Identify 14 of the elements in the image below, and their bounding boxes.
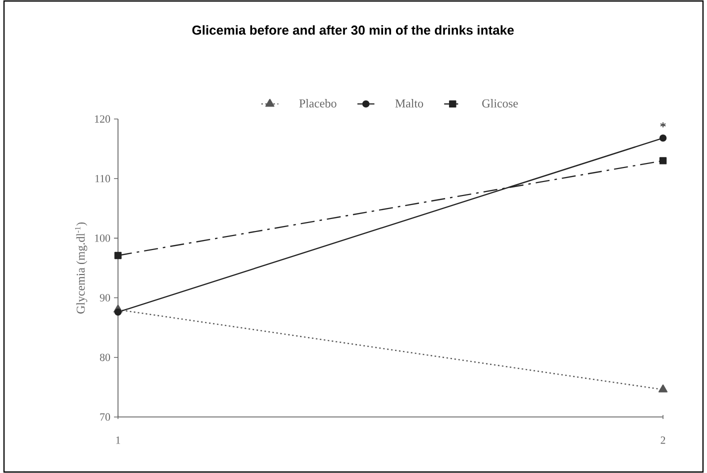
annotation: *	[660, 122, 666, 128]
y-tick-label: 80	[100, 354, 110, 362]
legend-label: Glicose	[482, 99, 518, 108]
y-tick-label: 110	[95, 174, 110, 182]
y-tick-label: 100	[95, 234, 110, 242]
y-axis-title: Glycemia (mg.dl$^{-1}$)	[75, 222, 88, 314]
x-tick-label: 1	[116, 436, 120, 444]
legend-label: Placebo	[299, 99, 336, 108]
y-tick-label: 70	[100, 413, 110, 421]
chart-title: Glicemia before and after 30 min of the drinks intake	[192, 25, 514, 35]
y-tick-label: 90	[100, 294, 110, 302]
x-tick-label: 2	[660, 436, 666, 444]
y-tick-label: 120	[95, 115, 110, 123]
legend-label: Malto	[395, 99, 424, 108]
